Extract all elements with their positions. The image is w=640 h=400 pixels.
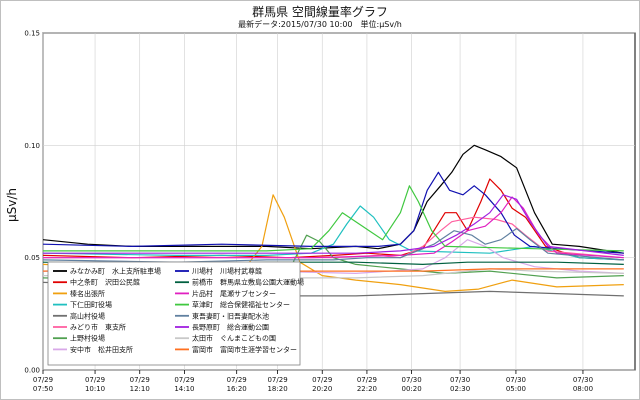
x-axis-ticks: 07/2907:5007/2910:1007/2912:1007/2914:10… [33, 370, 593, 393]
x-tick-time: 16:20 [227, 385, 247, 393]
x-tick-date: 07/30 [402, 376, 422, 384]
series-line-13 [43, 194, 624, 256]
legend-label: 高山村役場 [70, 311, 105, 320]
y-tick-label: 0.05 [24, 254, 40, 262]
x-tick-time: 14:10 [174, 385, 194, 393]
x-tick-time: 07:50 [33, 385, 53, 393]
x-tick-time: 12:10 [130, 385, 150, 393]
x-tick-date: 07/29 [267, 376, 287, 384]
x-tick-time: 22:20 [357, 385, 377, 393]
chart-title: 群馬県 空間線量率グラフ [252, 4, 388, 19]
x-tick-date: 07/30 [573, 376, 593, 384]
x-tick-time: 02:30 [450, 385, 470, 393]
legend-label: 片品村 尾瀬サブセンター [192, 289, 276, 298]
legend-label: 長野原町 総合運動公園 [192, 323, 269, 332]
legend-label: 安中市 松井田支所 [70, 345, 133, 354]
x-tick-time: 00:20 [402, 385, 422, 393]
x-tick-date: 07/29 [33, 376, 53, 384]
legend-label: みなかみ町 水上支所駐車場 [70, 267, 161, 276]
x-tick-date: 07/30 [450, 376, 470, 384]
legend-label: 上野村役場 [70, 334, 105, 343]
chart-subtitle: 最新データ:2015/07/30 10:00 単位:μSv/h [238, 19, 402, 29]
legend-label: 川場村 川場村武尊館 [192, 267, 262, 276]
legend-label: 下仁田町役場 [70, 300, 112, 309]
series-line-2 [42, 194, 624, 292]
y-tick-label: 0.00 [24, 367, 40, 375]
legend-label: 前橋市 群馬県立敷島公園大運動場 [192, 278, 304, 287]
y-tick-label: 0.10 [24, 142, 40, 150]
x-tick-time: 10:10 [85, 385, 105, 393]
legend-label: 榛名出張所 [70, 289, 105, 298]
series-line-0 [42, 144, 624, 254]
legend-label: 富岡市 富岡市生涯学習センター [192, 345, 297, 354]
y-axis-label: μSv/h [5, 188, 19, 222]
legend-label: 中之条町 沢田公民館 [70, 278, 140, 287]
x-tick-time: 05:00 [506, 385, 526, 393]
x-tick-date: 07/29 [227, 376, 247, 384]
x-tick-date: 07/29 [357, 376, 377, 384]
series-line-8 [42, 171, 624, 254]
legend-label: 草津町 総合保健福祉センター [192, 300, 290, 309]
x-tick-time: 20:20 [312, 385, 332, 393]
legend-box [47, 261, 301, 366]
legend-label: みどり市 東支所 [70, 323, 126, 332]
y-tick-label: 0.15 [24, 30, 40, 38]
x-tick-date: 07/29 [130, 376, 150, 384]
x-tick-date: 07/29 [174, 376, 194, 384]
series-line-3 [42, 205, 624, 261]
x-tick-time: 08:00 [573, 385, 593, 393]
legend-label: 東吾妻町・旧吾妻配水池 [192, 311, 269, 320]
series-line-11 [43, 185, 624, 252]
x-tick-date: 07/30 [506, 376, 526, 384]
series-line-12 [42, 227, 624, 263]
x-tick-time: 18:20 [267, 385, 287, 393]
x-tick-date: 07/29 [85, 376, 105, 384]
legend-label: 太田市 ぐんまこどもの国 [192, 334, 276, 343]
y-axis-ticks: 0.00 0.05 0.10 0.15 [24, 30, 40, 375]
x-tick-date: 07/29 [312, 376, 332, 384]
